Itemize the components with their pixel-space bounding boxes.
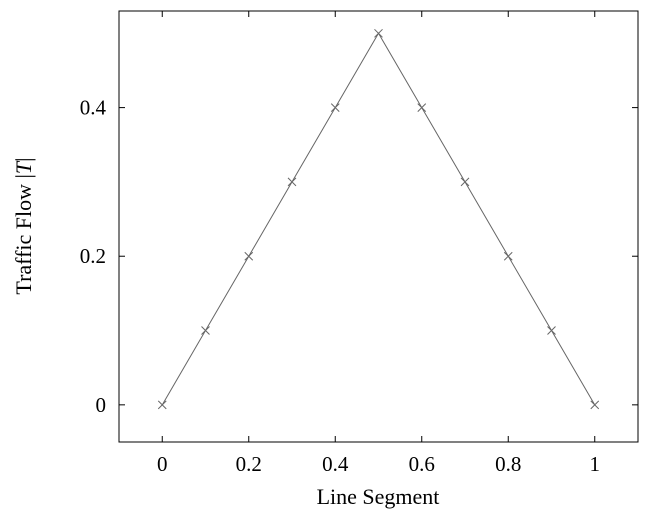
data-point-marker bbox=[547, 326, 556, 335]
data-series bbox=[157, 28, 600, 410]
data-point-marker bbox=[287, 177, 297, 187]
x-axis-title: Line Segment bbox=[317, 484, 440, 509]
x-tick-label: 0.6 bbox=[409, 452, 435, 476]
y-tick-label: 0.2 bbox=[80, 244, 106, 268]
data-point-marker bbox=[460, 177, 470, 187]
data-point-marker bbox=[503, 251, 513, 261]
y-tick-label: 0 bbox=[96, 393, 107, 417]
data-point-marker bbox=[374, 28, 383, 38]
y-axis-title-suffix: | bbox=[11, 157, 36, 161]
series-line bbox=[161, 32, 596, 406]
data-point-marker bbox=[157, 400, 167, 410]
y-tick-label: 0.4 bbox=[80, 96, 107, 120]
data-point-marker bbox=[330, 103, 340, 112]
y-axis-title: Traffic Flow |T| bbox=[11, 157, 36, 294]
data-point-marker bbox=[590, 400, 600, 410]
x-tick-label: 1 bbox=[590, 452, 601, 476]
axis-ticks bbox=[119, 11, 638, 442]
data-point-marker bbox=[417, 103, 427, 112]
x-tick-label: 0 bbox=[157, 452, 168, 476]
x-tick-label: 0.8 bbox=[495, 452, 521, 476]
plot-frame bbox=[118, 10, 639, 443]
y-axis-title-prefix: Traffic Flow | bbox=[11, 174, 36, 295]
data-point-marker bbox=[201, 326, 210, 335]
x-tick-label: 0.4 bbox=[322, 452, 349, 476]
x-tick-label: 0.2 bbox=[236, 452, 262, 476]
data-point-marker bbox=[244, 251, 254, 261]
y-axis-title-variable: T bbox=[11, 160, 36, 174]
tick-labels: 0 0.2 0.4 0.6 0.8 1 0 0.2 0.4 bbox=[80, 96, 600, 476]
